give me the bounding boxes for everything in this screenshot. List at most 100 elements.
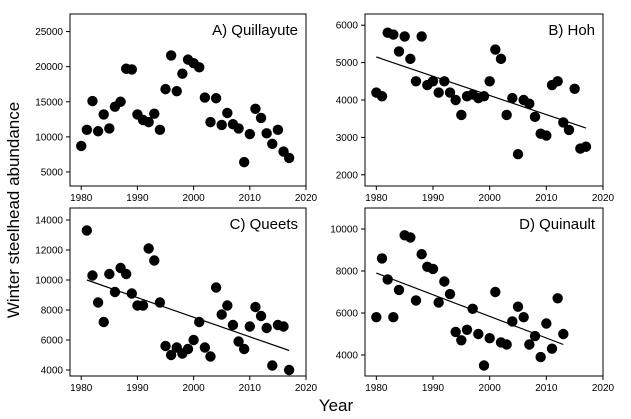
data-point-queets (205, 351, 216, 362)
data-point-queets (210, 282, 222, 293)
data-point-quinault (529, 330, 541, 342)
data-point-quillayute (272, 124, 284, 136)
data-point-hoh (541, 130, 552, 141)
data-point-quinault (444, 288, 456, 300)
data-point-queets (126, 288, 138, 299)
data-point-hoh (410, 76, 422, 87)
data-point-quillayute (283, 152, 295, 164)
y-tick-label: 10000 (35, 132, 63, 143)
x-tick-label: 1990 (126, 383, 149, 394)
y-tick-label: 15000 (35, 97, 63, 108)
data-point-queets (233, 336, 244, 347)
data-point-quinault (552, 293, 563, 304)
y-tick-label: 25000 (35, 27, 63, 38)
data-point-hoh (433, 87, 444, 98)
data-point-quinault (484, 333, 495, 344)
plot-frame (364, 207, 604, 377)
data-point-hoh (490, 44, 501, 55)
panel-title: C) Queets (230, 216, 298, 233)
data-point-queets (267, 360, 278, 371)
data-point-quinault (541, 318, 552, 329)
y-tick-label: 20000 (35, 62, 63, 73)
data-point-hoh (376, 91, 388, 102)
data-point-quillayute (250, 103, 261, 114)
data-point-quillayute (255, 112, 267, 124)
data-point-hoh (552, 76, 563, 87)
data-point-quillayute (244, 128, 256, 140)
data-point-hoh (484, 76, 495, 87)
data-point-quillayute (76, 140, 87, 152)
x-tick-label: 2000 (182, 193, 205, 204)
data-point-quinault (507, 316, 518, 327)
data-point-hoh (456, 109, 467, 121)
y-tick-label: 6000 (336, 309, 359, 320)
data-point-quillayute (154, 124, 166, 136)
data-point-quinault (410, 295, 422, 306)
x-axis-title: Year (319, 396, 354, 415)
x-tick-label: 2000 (479, 193, 502, 204)
data-point-quinault (433, 297, 444, 308)
data-point-quinault (450, 326, 461, 338)
data-point-quillayute (81, 124, 93, 136)
data-point-hoh (399, 31, 410, 42)
data-point-hoh (439, 76, 450, 87)
data-point-quinault (473, 328, 484, 340)
data-point-quinault (558, 328, 569, 340)
data-point-hoh (512, 149, 524, 160)
data-point-quillayute (205, 116, 216, 128)
data-point-hoh (563, 124, 575, 136)
y-tick-label: 14000 (35, 216, 63, 227)
data-point-queets (149, 255, 160, 266)
data-point-quillayute (165, 50, 177, 61)
y-tick-label: 12000 (35, 246, 63, 257)
data-point-quillayute (92, 126, 104, 137)
data-point-queets (137, 300, 149, 311)
data-point-quinault (512, 301, 524, 312)
data-point-queets (109, 286, 121, 298)
y-tick-label: 3000 (336, 133, 359, 144)
data-point-queets (199, 342, 211, 353)
data-point-hoh (478, 91, 490, 102)
x-tick-label: 2000 (479, 383, 502, 394)
x-tick-label: 2010 (239, 193, 262, 204)
data-point-quillayute (267, 138, 278, 150)
data-point-quinault (439, 276, 450, 287)
data-point-queets (283, 364, 295, 376)
data-point-quinault (467, 303, 478, 314)
data-point-queets (165, 349, 177, 361)
data-point-queets (154, 297, 166, 308)
trend-line (86, 279, 290, 352)
data-point-quinault (427, 263, 439, 275)
data-point-queets (238, 343, 250, 355)
x-tick-label: 2020 (295, 383, 318, 394)
data-point-quinault (478, 360, 490, 371)
data-point-queets (98, 316, 109, 328)
data-point-quinault (405, 232, 416, 243)
y-tick-label: 8000 (336, 267, 359, 278)
data-point-hoh (558, 117, 569, 128)
x-tick-label: 2010 (535, 193, 558, 204)
data-point-quinault (518, 312, 529, 323)
x-tick-label: 2020 (295, 193, 318, 204)
panel-title: A) Quillayute (212, 22, 298, 39)
data-point-hoh (501, 109, 512, 121)
x-tick-label: 1980 (365, 383, 388, 394)
y-tick-label: 5000 (41, 167, 64, 178)
data-point-quillayute (222, 107, 233, 119)
y-tick-label: 4000 (336, 351, 359, 362)
y-axis-title: Winter steelhead abundance (4, 102, 23, 318)
data-point-quinault (546, 343, 558, 354)
x-tick-label: 2010 (535, 383, 558, 394)
y-tick-label: 4000 (336, 96, 359, 107)
data-point-queets (278, 321, 289, 332)
data-point-queets (92, 297, 104, 308)
y-tick-label: 10000 (35, 276, 63, 287)
x-tick-label: 2020 (592, 193, 615, 204)
x-tick-label: 1990 (422, 383, 445, 394)
data-point-quinault (461, 324, 473, 335)
data-point-hoh (450, 94, 461, 106)
data-point-quillayute (98, 109, 109, 120)
data-point-hoh (524, 98, 535, 109)
y-tick-label: 5000 (336, 58, 359, 69)
